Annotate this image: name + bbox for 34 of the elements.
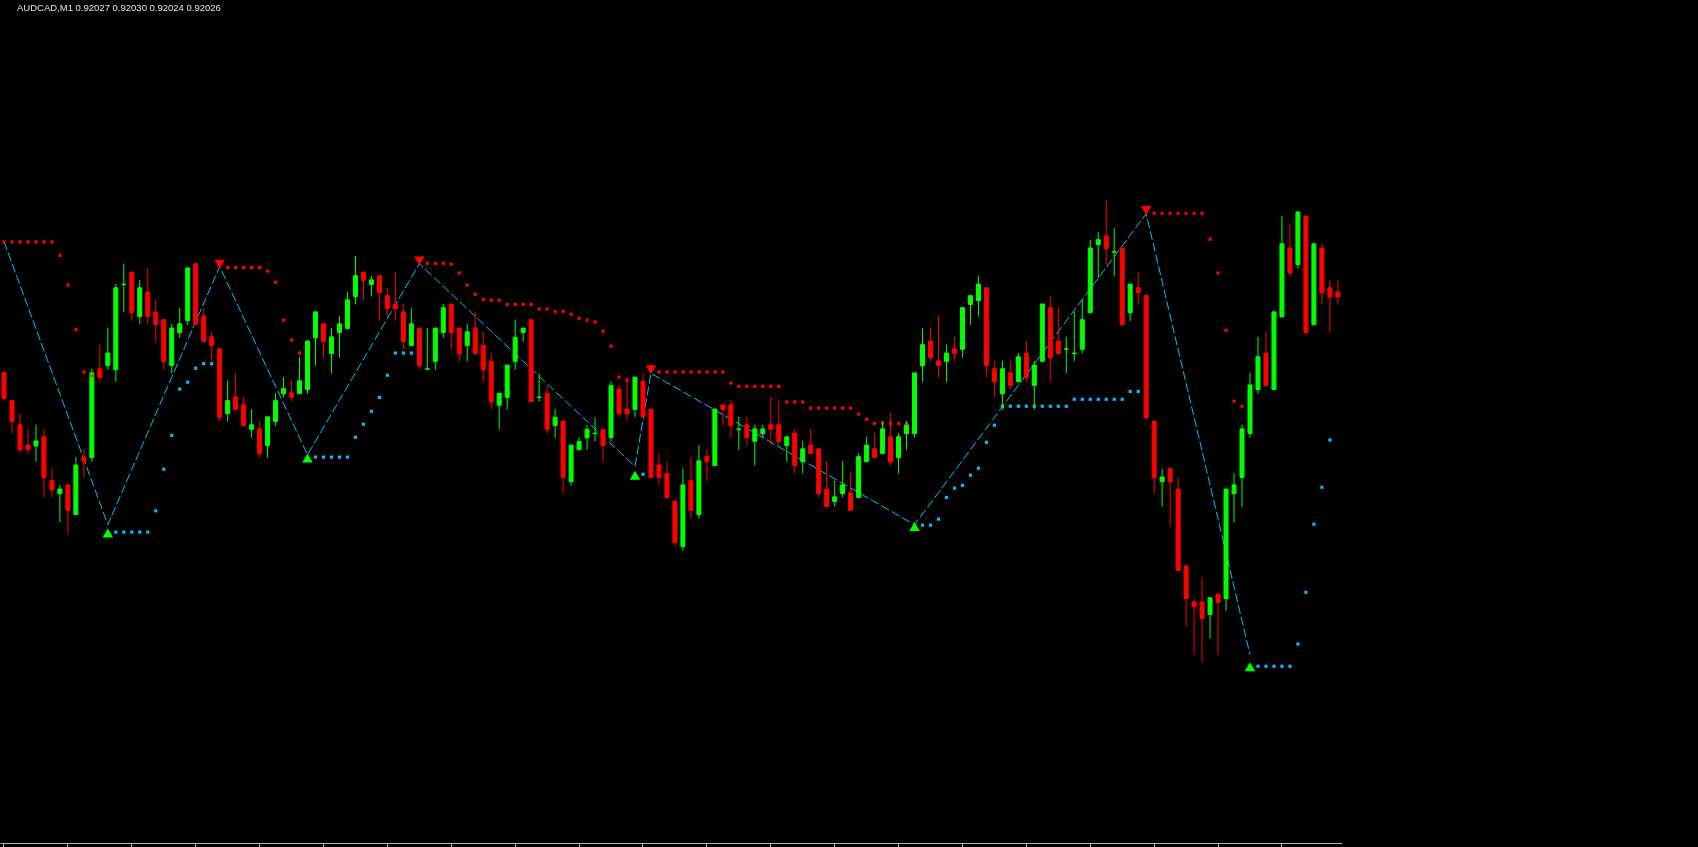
point bbox=[645, 365, 657, 375]
candlestick bbox=[520, 327, 526, 342]
candlestick bbox=[1311, 243, 1317, 326]
point bbox=[414, 256, 425, 266]
candlestick bbox=[648, 408, 654, 478]
candlestick bbox=[592, 416, 598, 442]
candlestick bbox=[1135, 271, 1141, 306]
candlestick bbox=[1071, 311, 1077, 362]
point bbox=[102, 528, 114, 538]
candlestick bbox=[736, 416, 742, 451]
candlestick bbox=[1215, 593, 1221, 656]
candlestick bbox=[1335, 279, 1341, 306]
candlestick bbox=[1271, 311, 1277, 391]
point bbox=[302, 453, 313, 463]
candlestick bbox=[1111, 227, 1117, 278]
candlestick bbox=[1039, 303, 1045, 362]
candlestick bbox=[536, 372, 542, 403]
candlestick bbox=[193, 263, 199, 325]
candlestick bbox=[720, 404, 726, 427]
candlestick bbox=[1063, 336, 1069, 374]
point bbox=[1244, 662, 1256, 672]
candlestick bbox=[33, 424, 39, 463]
candlestick bbox=[1119, 247, 1125, 326]
candlestick bbox=[121, 263, 127, 313]
point bbox=[1140, 205, 1152, 216]
point bbox=[909, 521, 920, 532]
candlestick bbox=[1143, 295, 1149, 419]
chart-title: AUDCAD,M1 0.92027 0.92030 0.92024 0.92026 bbox=[17, 2, 221, 13]
candlestick bbox=[528, 319, 534, 403]
candlestick bbox=[424, 327, 430, 371]
candlestick bbox=[1303, 215, 1309, 334]
point bbox=[629, 470, 641, 480]
point bbox=[214, 259, 225, 269]
candlestick bbox=[712, 408, 718, 466]
